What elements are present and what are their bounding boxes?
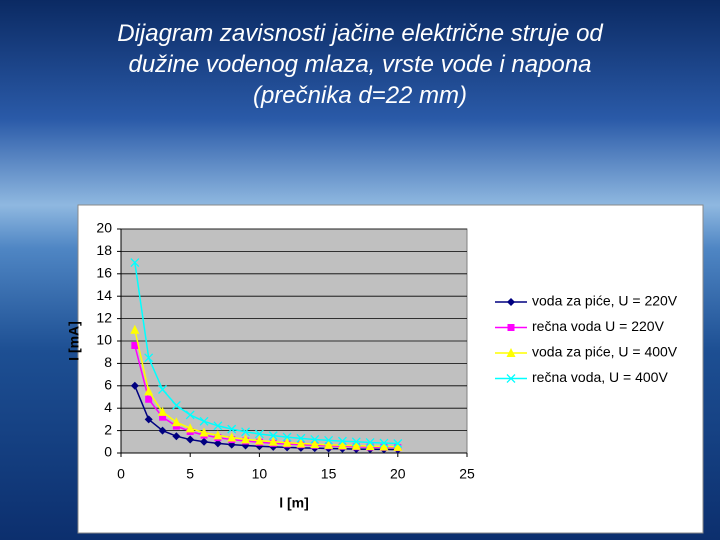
marker (145, 395, 153, 403)
legend-label: rečna voda U = 220V (532, 318, 665, 334)
marker (393, 441, 403, 451)
marker (506, 348, 516, 357)
y-tick-label: 14 (96, 287, 112, 303)
marker (213, 430, 223, 440)
marker (379, 441, 389, 451)
y-axis-label: I [mA] (66, 321, 82, 361)
marker (296, 433, 306, 443)
x-tick-label: 5 (186, 466, 194, 482)
marker (507, 324, 515, 331)
marker (282, 432, 292, 442)
marker (200, 437, 209, 446)
y-tick-label: 18 (96, 242, 112, 258)
x-tick-label: 15 (321, 466, 337, 482)
x-tick-label: 0 (117, 466, 125, 482)
marker (241, 427, 251, 437)
marker (337, 436, 347, 446)
marker (130, 258, 140, 268)
marker (227, 424, 237, 434)
y-tick-label: 10 (96, 332, 112, 348)
marker (379, 438, 389, 448)
marker (158, 426, 167, 435)
marker (365, 441, 375, 451)
marker (213, 421, 223, 431)
x-tick-label: 20 (390, 466, 406, 482)
slide-title: Dijagram zavisnosti jačine električne st… (0, 18, 720, 111)
marker (186, 435, 195, 444)
marker (365, 438, 375, 447)
marker (171, 417, 181, 427)
marker (282, 437, 292, 447)
y-tick-label: 12 (96, 309, 112, 325)
y-tick-label: 8 (104, 354, 112, 370)
marker (144, 353, 154, 363)
marker (351, 437, 361, 447)
marker (199, 427, 209, 437)
legend-label: rečna voda, U = 400V (532, 369, 668, 385)
y-tick-label: 0 (104, 444, 112, 460)
marker (324, 435, 334, 445)
x-axis-label: l [m] (279, 495, 309, 511)
marker (507, 298, 515, 306)
marker (131, 341, 139, 349)
marker (393, 439, 403, 448)
marker (351, 440, 361, 450)
marker (158, 406, 168, 416)
marker (199, 416, 209, 426)
marker (144, 386, 154, 396)
y-tick-label: 4 (104, 399, 112, 415)
marker (310, 434, 320, 444)
marker (268, 436, 278, 446)
marker (185, 423, 195, 433)
marker (172, 432, 181, 441)
marker (158, 385, 167, 394)
marker (310, 439, 320, 449)
marker (337, 440, 347, 450)
title-line: (prečnika d=22 mm) (252, 82, 468, 109)
legend-label: voda za piće, U = 400V (532, 344, 678, 360)
marker (254, 429, 264, 439)
marker (144, 415, 153, 424)
marker (241, 434, 251, 444)
marker (268, 431, 278, 441)
legend-label: voda za piće, U = 220V (532, 293, 678, 309)
marker (506, 374, 516, 383)
marker (185, 410, 195, 420)
y-tick-label: 16 (96, 265, 112, 281)
y-tick-label: 2 (104, 421, 112, 437)
title-line: Dijagram zavisnosti jačine električne st… (117, 20, 603, 47)
x-tick-label: 25 (459, 466, 475, 482)
x-tick-label: 10 (252, 466, 268, 482)
title-line: dužine vodenog mlaza, vrste vode i napon… (128, 51, 592, 78)
marker (213, 439, 222, 448)
marker (254, 435, 264, 445)
marker (296, 438, 306, 448)
y-tick-label: 20 (96, 220, 112, 236)
marker (171, 400, 181, 410)
marker (130, 324, 140, 334)
marker (130, 381, 139, 390)
y-tick-label: 6 (104, 377, 112, 393)
marker (227, 432, 237, 442)
marker (159, 413, 167, 421)
marker (324, 439, 334, 449)
